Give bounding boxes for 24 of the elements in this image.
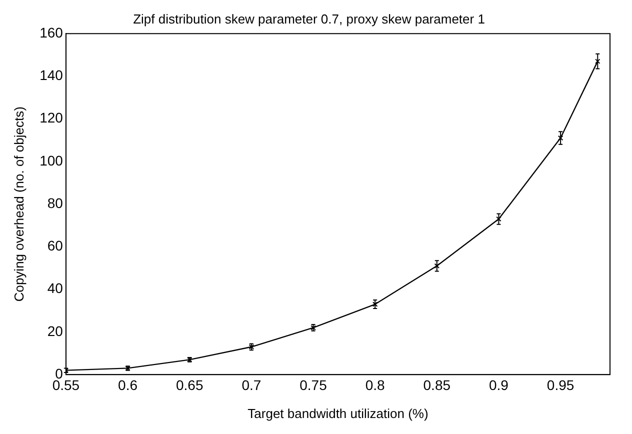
- x-tick-label: 0.9: [488, 376, 509, 393]
- x-tick-label: 0.95: [546, 376, 574, 393]
- y-tick-label: 0: [55, 365, 64, 382]
- x-tick-label: 0.65: [176, 376, 204, 393]
- y-tick-label: 100: [40, 152, 64, 168]
- y-tick-label: 80: [47, 194, 64, 211]
- x-tick-label: 0.6: [118, 376, 138, 393]
- chart-title: Zipf distribution skew parameter 0.7, proxy skew parameter 1: [133, 11, 485, 26]
- x-tick-label: 0.85: [423, 376, 451, 393]
- y-tick-label: 20: [47, 322, 64, 339]
- y-tick-label: 40: [47, 280, 64, 296]
- x-axis-title: Target bandwidth utilization (%): [248, 406, 428, 421]
- y-axis-title: Copying overhead (no. of objects): [11, 106, 26, 302]
- point: [372, 302, 378, 307]
- point: [558, 135, 564, 141]
- y-tick-label: 140: [40, 67, 64, 84]
- point: [496, 216, 502, 222]
- x-tick-label: 0.7: [242, 376, 262, 393]
- x-tick-label: 0.75: [300, 376, 328, 393]
- y-tick-label: 120: [40, 110, 64, 126]
- y-tick-label: 160: [40, 24, 64, 40]
- point: [434, 263, 440, 269]
- x-tick-label: 0.8: [365, 376, 386, 393]
- y-tick-label: 60: [47, 238, 64, 254]
